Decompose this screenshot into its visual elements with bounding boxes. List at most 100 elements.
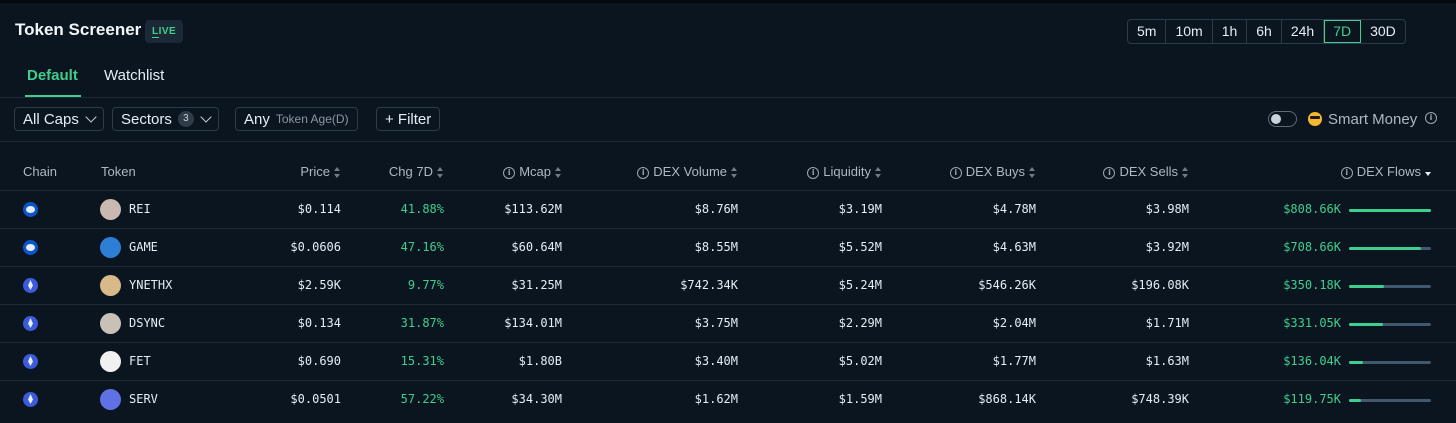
dex-volume-cell: $8.76M — [694, 202, 738, 216]
dex-sells-cell: $1.63M — [1145, 354, 1189, 368]
timeframe-10m-button[interactable]: 10m — [1166, 20, 1213, 43]
column-header-dex-volume[interactable]: i DEX Volume — [637, 164, 738, 179]
token-symbol[interactable]: GAME — [129, 240, 158, 254]
timeframe-24h-button[interactable]: 24h — [1282, 20, 1325, 43]
dex-buys-cell: $2.04M — [992, 316, 1036, 330]
token-symbol[interactable]: REI — [129, 202, 151, 216]
chevron-down-icon — [200, 111, 212, 123]
dex-buys-cell: $868.14K — [978, 392, 1036, 406]
info-icon: i — [949, 166, 962, 179]
divider — [0, 141, 1456, 142]
dex-volume-cell: $742.34K — [680, 278, 738, 292]
dex-sells-cell: $1.71M — [1145, 316, 1189, 330]
liquidity-cell: $5.24M — [838, 278, 882, 292]
dex-buys-cell: $1.77M — [992, 354, 1036, 368]
column-header-dex-buys[interactable]: i DEX Buys — [949, 164, 1036, 179]
token-symbol[interactable]: YNETHX — [129, 278, 173, 292]
price-cell: $0.114 — [297, 202, 341, 216]
ethereum-icon — [23, 392, 38, 407]
live-badge: LIVE — [145, 20, 184, 43]
column-header-chg[interactable]: Chg 7D — [389, 164, 444, 179]
dex-volume-cell: $3.40M — [694, 354, 738, 368]
token-symbol[interactable]: SERV — [129, 392, 158, 406]
sectors-filter-label: Sectors — [121, 110, 172, 128]
token-logo-icon — [100, 313, 121, 334]
timeframe-1h-button[interactable]: 1h — [1213, 20, 1248, 43]
timeframe-7d-button[interactable]: 7D — [1324, 20, 1362, 43]
sort-icon — [1182, 167, 1189, 179]
liquidity-cell: $1.59M — [838, 392, 882, 406]
price-cell: $0.0501 — [290, 392, 341, 406]
mcap-cell: $60.64M — [511, 240, 562, 254]
token-age-filter[interactable]: Any Token Age(D) — [235, 107, 358, 131]
column-header-chain: Chain — [23, 164, 57, 179]
flow-bar — [1349, 361, 1431, 364]
table-row[interactable]: DSYNC $0.134 31.87% $134.01M $3.75M $2.29M $2.… — [0, 304, 1456, 342]
caps-filter-dropdown[interactable]: All Caps — [14, 107, 104, 131]
sectors-filter-dropdown[interactable]: Sectors 3 — [112, 107, 219, 131]
info-icon[interactable]: i — [1425, 112, 1437, 124]
token-symbol[interactable]: DSYNC — [129, 316, 166, 330]
dex-flows-cell: $136.04K — [1283, 354, 1341, 368]
column-header-liquidity[interactable]: i Liquidity — [807, 164, 882, 179]
timeframe-5m-button[interactable]: 5m — [1128, 20, 1167, 43]
info-icon: i — [807, 166, 820, 179]
change-cell: 31.87% — [400, 316, 444, 330]
table-row[interactable]: FET $0.690 15.31% $1.80B $3.40M $5.02M $1.77M $… — [0, 342, 1456, 380]
flow-bar — [1349, 209, 1431, 212]
token-logo-icon — [100, 199, 121, 220]
flow-bar — [1349, 323, 1431, 326]
column-header-dex-sells[interactable]: i DEX Sells — [1103, 164, 1189, 179]
tab-watchlist[interactable]: Watchlist — [104, 67, 165, 84]
ethereum-icon — [23, 278, 38, 293]
page-title: Token Screener — [15, 20, 142, 39]
table-row[interactable]: REI $0.114 41.88% $113.62M $8.76M $3.19M $4.78… — [0, 190, 1456, 228]
table-row[interactable]: SERV $0.0501 57.22% $34.30M $1.62M $1.59M $868… — [0, 380, 1456, 418]
timeframe-6h-button[interactable]: 6h — [1247, 20, 1282, 43]
add-filter-button[interactable]: + Filter — [376, 107, 441, 131]
divider — [0, 97, 1456, 98]
toggle-knob — [1271, 114, 1281, 124]
price-cell: $0.134 — [297, 316, 341, 330]
add-filter-label: + Filter — [385, 110, 432, 128]
base-chain-icon — [23, 202, 38, 217]
mcap-cell: $113.62M — [504, 202, 562, 216]
column-header-price[interactable]: Price — [300, 164, 341, 179]
flow-bar-fill — [1349, 285, 1385, 288]
ethereum-icon — [23, 316, 38, 331]
tab-default[interactable]: Default — [27, 67, 78, 84]
price-cell: $0.690 — [297, 354, 341, 368]
column-header-mcap[interactable]: i Mcap — [503, 164, 562, 179]
sort-icon — [555, 167, 562, 179]
smart-money-toggle[interactable] — [1268, 111, 1297, 127]
timeframe-30d-button[interactable]: 30D — [1370, 23, 1396, 39]
flow-bar — [1349, 399, 1431, 402]
caps-filter-label: All Caps — [23, 110, 79, 128]
mcap-cell: $1.80B — [518, 354, 562, 368]
table-row[interactable]: GAME $0.0606 47.16% $60.64M $8.55M $5.52M $4.6… — [0, 228, 1456, 266]
token-logo-icon — [100, 237, 121, 258]
sort-icon — [731, 167, 738, 179]
token-logo-icon — [100, 389, 121, 410]
info-icon: i — [1340, 166, 1353, 179]
column-header-token: Token — [101, 164, 136, 179]
dex-volume-cell: $3.75M — [694, 316, 738, 330]
flow-bar-fill — [1349, 209, 1431, 212]
sort-icon — [437, 167, 444, 179]
dex-flows-cell: $808.66K — [1283, 202, 1341, 216]
change-cell: 15.31% — [400, 354, 444, 368]
table-row[interactable]: YNETHX $2.59K 9.77% $31.25M $742.34K $5.24M $5… — [0, 266, 1456, 304]
mcap-cell: $134.01M — [504, 316, 562, 330]
base-chain-icon — [23, 240, 38, 255]
flow-bar-fill — [1349, 399, 1362, 402]
change-cell: 47.16% — [400, 240, 444, 254]
token-age-label: Token Age(D) — [275, 112, 349, 126]
token-symbol[interactable]: FET — [129, 354, 151, 368]
flow-bar — [1349, 285, 1431, 288]
ethereum-icon — [23, 354, 38, 369]
mcap-cell: $34.30M — [511, 392, 562, 406]
dex-volume-cell: $1.62M — [694, 392, 738, 406]
liquidity-cell: $5.52M — [838, 240, 882, 254]
change-cell: 41.88% — [400, 202, 444, 216]
column-header-dex-flows[interactable]: i DEX Flows — [1340, 164, 1432, 179]
